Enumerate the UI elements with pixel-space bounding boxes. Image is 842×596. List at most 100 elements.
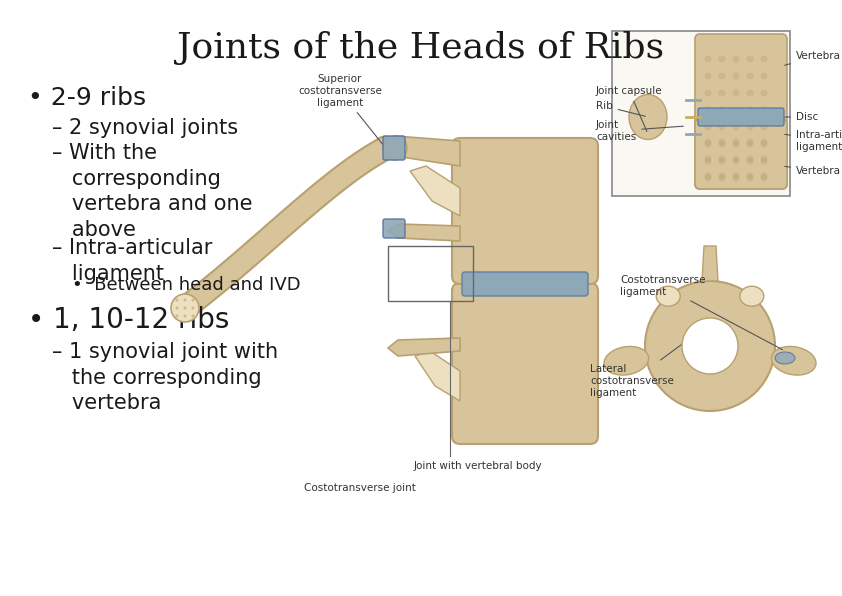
Circle shape (760, 55, 768, 63)
Polygon shape (702, 246, 718, 281)
FancyBboxPatch shape (383, 219, 405, 238)
Circle shape (191, 299, 195, 302)
Text: – 1 synovial joint with
   the corresponding
   vertebra: – 1 synovial joint with the correspondin… (52, 342, 278, 413)
Bar (388, 246, 473, 301)
Text: Joint with vertebral body: Joint with vertebral body (413, 461, 542, 471)
Circle shape (747, 156, 754, 163)
Circle shape (747, 157, 754, 164)
Circle shape (733, 141, 739, 147)
Circle shape (760, 156, 768, 163)
Circle shape (760, 73, 768, 79)
FancyBboxPatch shape (452, 138, 598, 284)
Circle shape (747, 107, 754, 113)
FancyBboxPatch shape (383, 136, 405, 160)
Text: Costotransverse
ligament: Costotransverse ligament (620, 275, 782, 350)
Circle shape (184, 315, 186, 318)
Circle shape (718, 175, 726, 182)
Circle shape (760, 107, 768, 113)
Circle shape (760, 141, 768, 147)
Circle shape (747, 172, 754, 179)
Ellipse shape (740, 286, 764, 306)
Circle shape (705, 138, 711, 145)
Text: – 2 synovial joints: – 2 synovial joints (52, 118, 238, 138)
Text: Disc: Disc (785, 112, 818, 122)
Circle shape (760, 89, 768, 97)
FancyBboxPatch shape (695, 34, 787, 189)
Circle shape (747, 73, 754, 79)
Circle shape (733, 156, 739, 163)
Circle shape (383, 136, 407, 160)
Circle shape (184, 306, 186, 309)
Text: Joints of the Heads of Ribs: Joints of the Heads of Ribs (178, 31, 664, 65)
Circle shape (747, 89, 754, 97)
Text: Joint capsule: Joint capsule (596, 86, 663, 132)
Text: Lateral
costotransverse
ligament: Lateral costotransverse ligament (590, 333, 698, 398)
Text: •  Between head and IVD: • Between head and IVD (72, 276, 301, 294)
Circle shape (175, 315, 179, 318)
Circle shape (733, 172, 739, 179)
Circle shape (733, 89, 739, 97)
Circle shape (747, 141, 754, 147)
Circle shape (705, 156, 711, 163)
Ellipse shape (604, 346, 648, 375)
Circle shape (175, 299, 179, 302)
Circle shape (760, 157, 768, 164)
Circle shape (705, 141, 711, 147)
Circle shape (718, 157, 726, 164)
Circle shape (733, 107, 739, 113)
Text: Rib: Rib (596, 101, 645, 116)
Circle shape (760, 172, 768, 179)
Circle shape (175, 306, 179, 309)
FancyBboxPatch shape (462, 272, 588, 296)
Circle shape (733, 123, 739, 131)
Circle shape (718, 73, 726, 79)
Circle shape (747, 175, 754, 182)
Circle shape (705, 89, 711, 97)
Circle shape (705, 157, 711, 164)
Circle shape (705, 73, 711, 79)
Circle shape (718, 55, 726, 63)
Circle shape (760, 138, 768, 145)
Circle shape (718, 123, 726, 131)
Text: Vertebra: Vertebra (785, 51, 841, 66)
Circle shape (760, 175, 768, 182)
Circle shape (184, 299, 186, 302)
Ellipse shape (771, 346, 816, 375)
Circle shape (747, 123, 754, 131)
Circle shape (718, 107, 726, 113)
Circle shape (733, 138, 739, 145)
Ellipse shape (629, 95, 667, 139)
Circle shape (705, 123, 711, 131)
Circle shape (733, 175, 739, 182)
Circle shape (733, 73, 739, 79)
Text: Joint
cavities: Joint cavities (596, 120, 683, 142)
Circle shape (718, 172, 726, 179)
Circle shape (705, 172, 711, 179)
Text: Vertebra: Vertebra (785, 166, 841, 176)
Circle shape (191, 306, 195, 309)
Circle shape (682, 318, 738, 374)
Polygon shape (385, 136, 460, 166)
Text: Costotransverse joint: Costotransverse joint (304, 483, 416, 493)
Circle shape (747, 55, 754, 63)
Circle shape (747, 138, 754, 145)
Text: Superior
costotransverse
ligament: Superior costotransverse ligament (298, 74, 386, 149)
Circle shape (705, 175, 711, 182)
Circle shape (705, 55, 711, 63)
Circle shape (760, 123, 768, 131)
Circle shape (645, 281, 775, 411)
Circle shape (718, 141, 726, 147)
Polygon shape (415, 351, 460, 401)
Polygon shape (388, 338, 460, 356)
Polygon shape (388, 224, 460, 241)
Circle shape (718, 156, 726, 163)
Text: • 2-9 ribs: • 2-9 ribs (28, 86, 147, 110)
Bar (612, 31, 790, 196)
FancyBboxPatch shape (452, 283, 598, 444)
FancyBboxPatch shape (695, 119, 787, 189)
Text: Intra-articular
ligament: Intra-articular ligament (785, 130, 842, 152)
Text: • 1, 10-12 ribs: • 1, 10-12 ribs (28, 306, 229, 334)
Ellipse shape (775, 352, 795, 364)
Circle shape (171, 294, 199, 322)
Circle shape (718, 89, 726, 97)
